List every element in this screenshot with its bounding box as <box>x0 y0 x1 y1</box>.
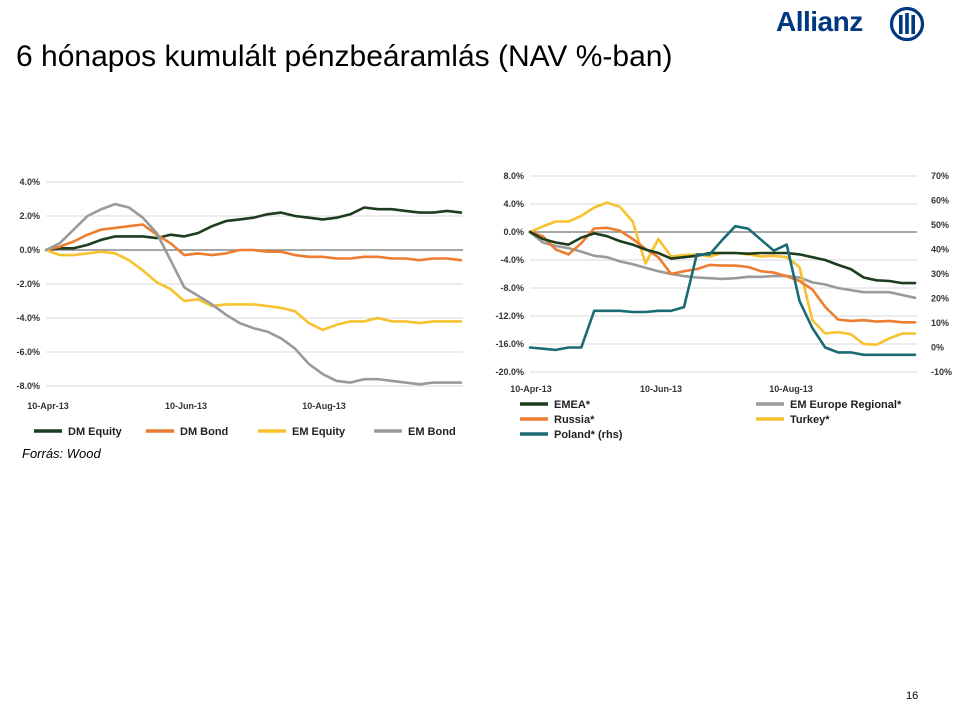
legend-item-poland-rhs: Poland* (rhs) <box>520 429 623 441</box>
x-tick-label: 10-Apr-13 <box>27 401 69 411</box>
legend-item-em-europe-regional: EM Europe Regional* <box>756 399 902 411</box>
y-tick-label: -16.0% <box>495 339 524 349</box>
y2-tick-label: 10% <box>931 318 949 328</box>
series-line-em-equity <box>44 248 463 332</box>
allianz-eagle-icon <box>889 6 925 42</box>
legend-label: EM Europe Regional* <box>790 399 902 411</box>
y2-tick-label: 60% <box>931 196 949 206</box>
y-tick-label: 2.0% <box>19 211 40 221</box>
series-line-poland-rhs <box>528 224 917 357</box>
y2-tick-label: 20% <box>931 294 949 304</box>
y-tick-label: -8.0% <box>500 283 524 293</box>
legend-label: Poland* (rhs) <box>554 429 623 441</box>
x-axis-ticks: 10-Apr-13 10-Jun-13 10-Aug-13 <box>27 401 346 411</box>
y-tick-label: 4.0% <box>19 177 40 187</box>
brand-name: Allianz <box>776 6 863 37</box>
y-tick-label: 4.0% <box>503 199 524 209</box>
legend-item-em-bond: EM Bond <box>374 426 456 438</box>
y2-tick-label: 0% <box>931 343 944 353</box>
y-tick-label: -4.0% <box>16 313 40 323</box>
legend-item-russia: Russia* <box>520 414 595 426</box>
y-axis-ticks: 4.0% 2.0% 0.0% -2.0% -4.0% -6.0% -8.0% <box>16 177 40 391</box>
x-tick-label: 10-Aug-13 <box>769 384 813 394</box>
y-tick-label: -2.0% <box>16 279 40 289</box>
legend-item-em-equity: EM Equity <box>258 426 346 438</box>
series-lines <box>528 201 917 357</box>
y-tick-label: 0.0% <box>503 227 524 237</box>
y2-axis-ticks: 70% 60% 50% 40% 30% 20% 10% 0% -10% <box>931 171 952 377</box>
series-line-russia <box>528 226 917 324</box>
slide-title: 6 hónapos kumulált pénzbeáramlás (NAV %-… <box>16 40 673 73</box>
y-tick-label: -6.0% <box>16 347 40 357</box>
source-note: Forrás: Wood <box>22 446 101 461</box>
chart-developed-emerging: 4.0% 2.0% 0.0% -2.0% -4.0% -6.0% -8.0% 10-Apr-… <box>16 177 463 438</box>
legend-label: EMEA* <box>554 399 591 411</box>
y2-tick-label: -10% <box>931 367 952 377</box>
y-tick-label: -4.0% <box>500 255 524 265</box>
grid-lines <box>46 181 463 387</box>
y-tick-label: -8.0% <box>16 381 40 391</box>
legend-item-turkey: Turkey* <box>756 414 830 426</box>
series-line-dm-bond <box>44 223 463 262</box>
y-tick-label: 8.0% <box>503 171 524 181</box>
legend-label: DM Bond <box>180 426 228 438</box>
series-lines <box>44 202 463 386</box>
legend-item-emea: EMEA* <box>520 399 591 411</box>
x-tick-label: 10-Jun-13 <box>165 401 207 411</box>
y2-tick-label: 50% <box>931 220 949 230</box>
legend: DM Equity DM Bond EM Equity EM Bond <box>34 426 456 438</box>
page-number: 16 <box>906 690 919 702</box>
series-line-em-europe-regional <box>528 230 917 300</box>
y-tick-label: -12.0% <box>495 311 524 321</box>
y2-tick-label: 40% <box>931 245 949 255</box>
y-axis-ticks: 8.0% 4.0% 0.0% -4.0% -8.0% -12.0% -16.0% -20.0% <box>495 171 524 377</box>
y2-tick-label: 30% <box>931 269 949 279</box>
x-tick-label: 10-Jun-13 <box>640 384 682 394</box>
legend: EMEA* Russia* Poland* (rhs) EM Europe Regio… <box>520 399 902 441</box>
x-axis-ticks: 10-Apr-13 10-Jun-13 10-Aug-13 <box>510 384 813 394</box>
legend-item-dm-equity: DM Equity <box>34 426 123 438</box>
x-tick-label: 10-Apr-13 <box>510 384 552 394</box>
y-tick-label: 0.0% <box>19 245 40 255</box>
legend-label: EM Bond <box>408 426 456 438</box>
legend-label: DM Equity <box>68 426 123 438</box>
legend-label: EM Equity <box>292 426 346 438</box>
series-line-em-bond <box>44 202 463 386</box>
chart-emea-region: 8.0% 4.0% 0.0% -4.0% -8.0% -12.0% -16.0% -20.0%… <box>495 171 952 441</box>
brand-logo: Allianz <box>776 4 926 46</box>
series-line-emea <box>528 230 917 285</box>
legend-item-dm-bond: DM Bond <box>146 426 228 438</box>
grid-lines <box>530 175 917 373</box>
y-tick-label: -20.0% <box>495 367 524 377</box>
x-tick-label: 10-Aug-13 <box>302 401 346 411</box>
legend-label: Russia* <box>554 414 595 426</box>
series-line-dm-equity <box>44 206 463 252</box>
legend-label: Turkey* <box>790 414 830 426</box>
y2-tick-label: 70% <box>931 171 949 181</box>
